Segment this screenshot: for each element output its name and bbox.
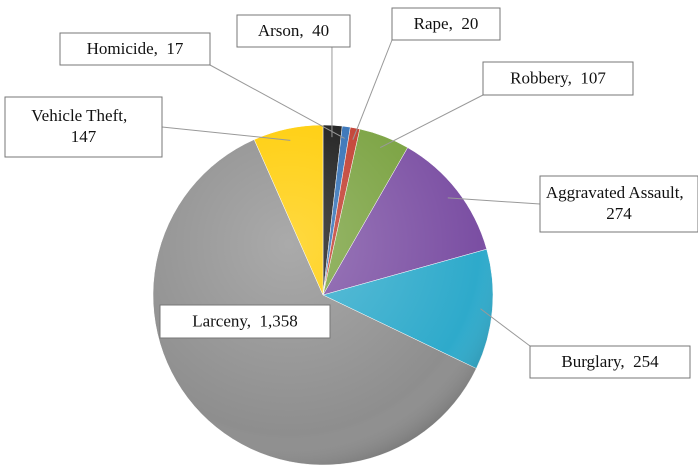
data-label: Rape, 20 [391, 7, 501, 41]
leader-line [352, 39, 393, 140]
leader-line [480, 308, 531, 347]
category-label: Larceny [192, 311, 248, 330]
data-label: Robbery, 107 [482, 61, 634, 96]
label-text: Robbery, 107 [510, 68, 606, 87]
separator: , [154, 39, 167, 58]
value-label: 1,358 [260, 311, 298, 330]
data-label: Arson, 40 [236, 14, 351, 48]
category-label: Vehicle Theft [31, 106, 123, 125]
data-label: Burglary, 254 [529, 345, 691, 379]
category-label: Burglary [561, 352, 622, 371]
category-label: Rape [414, 14, 449, 33]
label-text: Vehicle Theft, 147 [31, 106, 135, 146]
data-label: Larceny, 1,358 [159, 304, 331, 339]
label-box [539, 175, 698, 233]
label-box [482, 61, 634, 96]
category-label: Robbery [510, 68, 569, 87]
separator: , [449, 14, 462, 33]
category-label: Aggravated Assault [546, 183, 680, 202]
separator: , [123, 106, 136, 125]
label-box [391, 7, 501, 41]
label-text: Rape, 20 [414, 14, 479, 33]
leader-line [447, 197, 541, 205]
data-label: Vehicle Theft, 147 [4, 96, 163, 158]
label-text: Homicide, 17 [87, 39, 184, 58]
label-box [59, 32, 211, 66]
data-label: Aggravated Assault, 274 [539, 175, 698, 233]
separator: , [679, 183, 692, 202]
label-box [236, 14, 351, 48]
leader-line [161, 126, 291, 141]
label-text: Burglary, 254 [561, 352, 659, 371]
label-box [159, 304, 331, 339]
value-label: 17 [166, 39, 184, 58]
label-box [4, 96, 163, 158]
value-label: 274 [606, 204, 632, 223]
value-label: 107 [580, 68, 606, 87]
value-label: 20 [461, 14, 478, 33]
separator: , [299, 21, 312, 40]
data-label: Homicide, 17 [59, 32, 211, 66]
label-text: Larceny, 1,358 [192, 311, 298, 330]
separator: , [568, 68, 581, 87]
label-text: Aggravated Assault, 274 [546, 183, 692, 223]
category-label: Arson [258, 21, 300, 40]
value-label: 40 [312, 21, 329, 40]
value-label: 254 [633, 352, 659, 371]
leader-line [379, 94, 484, 149]
category-label: Homicide [87, 39, 154, 58]
separator: , [247, 311, 260, 330]
label-text: Arson, 40 [258, 21, 329, 40]
value-label: 147 [71, 127, 97, 146]
leader-line [209, 64, 345, 139]
separator: , [620, 352, 633, 371]
label-box [529, 345, 691, 379]
